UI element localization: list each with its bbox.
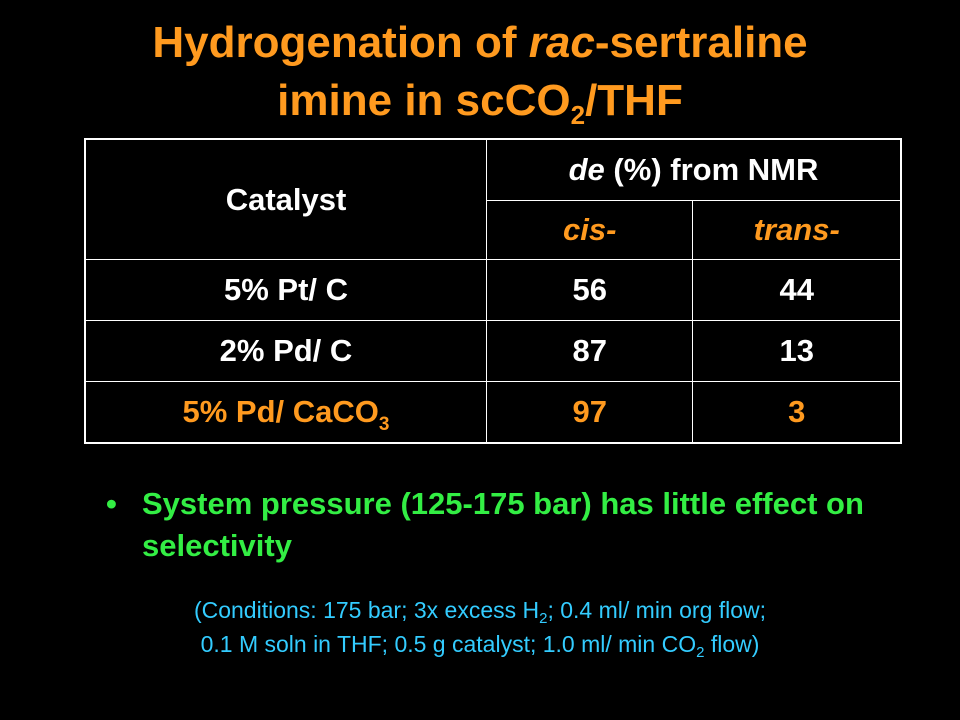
bullet-point: • System pressure (125-175 bar) has litt…	[106, 483, 886, 567]
cis-value-cell: 87	[485, 320, 694, 382]
slide-title: Hydrogenation of rac-sertraline imine in…	[0, 14, 960, 130]
table-row-highlighted: 5% Pd/ CaCO3 97 3	[84, 381, 902, 444]
bullet-marker: •	[106, 486, 117, 521]
trans-value-cell: 44	[692, 259, 902, 321]
table-header-row: Catalyst de (%) from NMR	[84, 138, 902, 260]
catalyst-cell: 2% Pd/ C	[84, 320, 487, 382]
title-line-2: imine in scCO2/THF	[277, 76, 683, 130]
catalyst-cell: 5% Pt/ C	[84, 259, 487, 321]
header-cis: cis-	[485, 200, 694, 260]
catalyst-cell: 5% Pd/ CaCO3	[84, 381, 487, 444]
header-trans: trans-	[692, 200, 902, 260]
cis-value-cell: 97	[485, 381, 694, 444]
table-subheader-row: cis- trans-	[85, 200, 902, 260]
conditions-note: (Conditions: 175 bar; 3x excess H2; 0.4 …	[0, 593, 960, 661]
trans-value-cell: 13	[692, 320, 902, 382]
header-catalyst: Catalyst	[84, 138, 487, 260]
header-de: de (%) from NMR	[485, 138, 902, 201]
cis-value-cell: 56	[485, 259, 694, 321]
results-table: Catalyst de (%) from NMR cis- trans- 5% …	[84, 138, 902, 444]
conditions-line-1: (Conditions: 175 bar; 3x excess H2; 0.4 …	[193, 597, 767, 627]
trans-value-cell: 3	[692, 381, 902, 444]
table-row: 2% Pd/ C 87 13	[84, 320, 902, 382]
bullet-text: System pressure (125-175 bar) has little…	[142, 486, 864, 563]
table-row: 5% Pt/ C 56 44	[84, 259, 902, 321]
conditions-line-2: 0.1 M soln in THF; 0.5 g catalyst; 1.0 m…	[200, 631, 760, 661]
title-line-1: Hydrogenation of rac-sertraline	[152, 18, 808, 67]
